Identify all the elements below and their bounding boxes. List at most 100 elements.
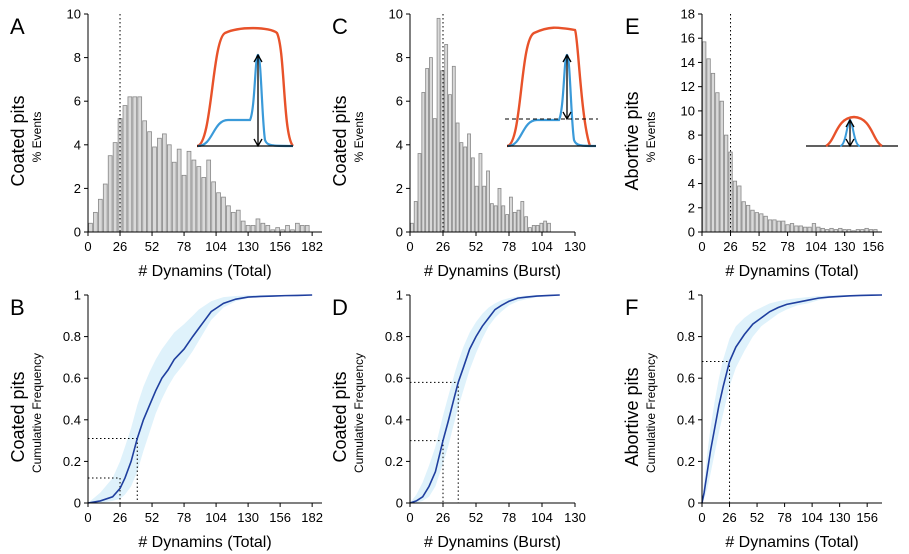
y-tick-label: 0.4 [385,412,403,427]
histogram-bar [417,153,422,233]
y-tick-label: 0 [688,225,695,240]
histogram-bar [493,205,498,233]
x-axis-title: # Dynamins (Burst) [424,263,561,280]
histogram-bar [719,100,724,233]
histogram-bar [436,17,441,233]
histogram-bar [102,183,108,233]
x-tick-label: 0 [84,510,91,525]
histogram-bar [275,227,280,233]
x-tick-label: 26 [113,510,127,525]
coat-intensity-curve [506,26,592,148]
histogram-bar [107,155,113,233]
histogram-bar [737,185,742,233]
panel-b: B Coated pits Cumulative Frequency # Dynami… [8,288,323,552]
histogram-bar [794,225,799,233]
coat-intensity-curve [825,115,883,148]
x-tick-label: 130 [834,239,856,254]
histogram-bar [547,222,551,233]
x-tick-label: 182 [301,510,323,525]
histogram-bar [535,225,540,233]
x-tick-label: 52 [750,510,764,525]
x-tick-label: 130 [564,510,586,525]
histogram-bar [816,226,821,233]
histogram-bar [516,209,521,233]
histogram-bar [216,192,221,233]
histogram-bar [299,225,305,233]
x-tick-label: 104 [205,510,227,525]
x-tick-label: 0 [698,239,705,254]
y-tick-label: 0.2 [63,454,81,469]
panel-a: A Coated pits% Events # Dynamins (Total) 0 2… [8,7,323,281]
x-axis-title: # Dynamins (Total) [138,263,271,280]
histogram-bar [745,204,751,233]
y-tick-label: 0.4 [677,412,695,427]
histogram-bar [444,44,449,233]
panel-letter: D [332,295,348,320]
y-tick-label: 8 [396,50,403,65]
x-tick-label: 156 [269,510,291,525]
histogram-bar [781,220,786,233]
x-tick-label: 104 [801,510,823,525]
cdf-line [87,294,313,504]
y-axis-title: Abortive pits [622,91,642,190]
x-tick-label: 52 [469,239,483,254]
confidence-band [702,295,882,503]
histogram-bar [509,196,513,233]
y-tick-label: 0 [74,496,81,511]
y-tick-label: 0.2 [677,454,695,469]
histogram-bar [489,203,494,233]
x-tick-label: 78 [777,510,791,525]
y-tick-label: 8 [74,50,81,65]
histogram-bar [265,225,271,233]
y-tick-label: 0.8 [385,329,403,344]
x-tick-label: 52 [469,510,483,525]
y-tick-label: 10 [389,7,403,22]
y-tick-label: 4 [688,176,695,191]
histogram-bar [455,122,460,233]
histogram-bar [255,218,261,233]
cdf-line [409,294,560,504]
histogram-bar [304,225,310,233]
y-axis-subtitle: % Events [352,112,366,163]
x-tick-label: 78 [502,510,516,525]
arrow-head-up-icon [845,118,855,128]
histogram-bar [715,92,720,233]
histogram-bar [221,196,226,233]
histogram-bar [520,201,525,233]
histogram-bar [531,225,536,233]
histogram-bar [501,205,506,233]
y-tick-label: 2 [688,200,695,215]
histogram-bar [829,227,834,233]
inset-schematic-abortive [806,115,898,148]
panel-d: D Coated pits Cumulative Frequency # Dynami… [330,288,586,552]
y-tick-label: 0.6 [385,371,403,386]
histogram-bar [767,219,773,233]
panel-f: F Abortive pits Cumulative Frequency # Dyna… [622,288,883,551]
arrow-head-up-icon [562,53,572,63]
histogram-bar [497,187,502,233]
histogram-bar [97,198,103,233]
x-tick-label: 104 [531,510,553,525]
y-tick-label: 0.6 [677,371,695,386]
x-tick-label: 130 [237,510,259,525]
y-tick-label: 4 [74,137,81,152]
histogram-bar [474,185,479,233]
panel-e: E Abortive pits% Events # Dynamins (Total)… [622,7,884,281]
y-tick-label: 2 [396,181,403,196]
x-tick-label: 182 [301,239,323,254]
histogram-bar [789,223,795,233]
y-tick-label: 0 [688,496,695,511]
histogram-bar [732,180,738,233]
histogram-bar [211,181,216,233]
histogram-bar [142,120,147,233]
panel-letter: B [10,295,25,320]
histogram-bar [702,41,707,233]
y-axis-title: Coated pits [8,371,28,462]
histogram-bar [724,134,729,233]
histogram-bar [811,223,817,233]
cdf-line [701,294,883,504]
histogram-bar [137,96,143,233]
y-tick-label: 0.4 [63,412,81,427]
histogram-bar [759,213,764,233]
x-tick-label: 0 [84,239,91,254]
